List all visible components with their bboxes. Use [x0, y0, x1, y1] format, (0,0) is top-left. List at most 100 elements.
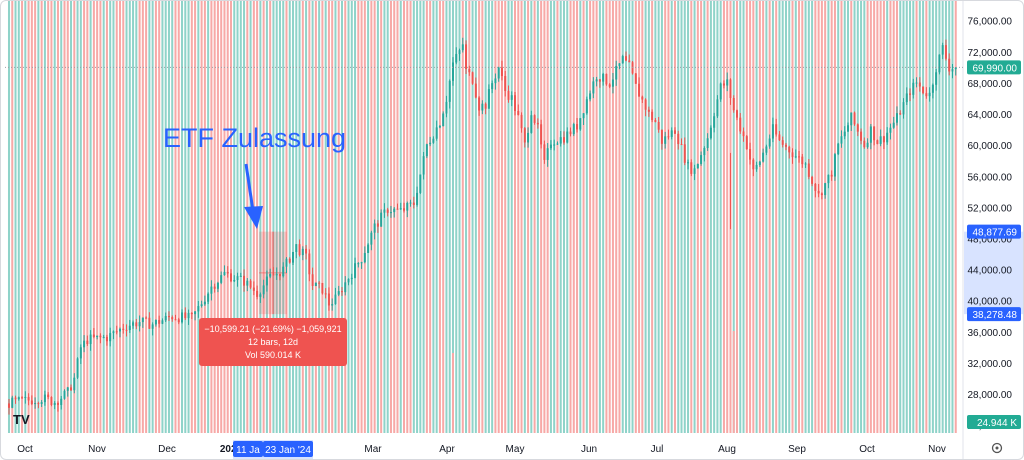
volume-bar [27, 1, 30, 433]
volume-bar [465, 1, 468, 433]
candle-body [778, 134, 781, 141]
volume-bar [856, 1, 859, 433]
tradingview-logo-icon: TV [13, 412, 30, 427]
price-tick-label: 36,000.00 [968, 328, 1013, 339]
volume-bar [288, 1, 291, 433]
settings-gear-icon[interactable] [991, 442, 1003, 454]
candle-body [347, 278, 350, 283]
candle-body [128, 325, 131, 331]
volume-bar [814, 1, 817, 433]
candle-body [654, 120, 657, 122]
volume-bar [846, 1, 850, 433]
candle-body [566, 131, 569, 143]
time-axis[interactable]: OctNovDec2024FebMarAprMayJunJulAugSepOct… [17, 441, 1003, 457]
volume-bar [76, 1, 79, 433]
volume-bar [99, 1, 102, 433]
candle-body [700, 155, 703, 164]
time-end-badge: 23 Jan '24 [263, 441, 313, 457]
time-tick-label: Nov [88, 444, 106, 455]
candle-body [948, 58, 951, 72]
volume-bar [811, 1, 814, 433]
volume-bar [824, 1, 827, 433]
volume-bar [784, 1, 787, 433]
volume-bar [775, 1, 778, 433]
candle-body [938, 54, 941, 73]
candle-body [523, 128, 526, 143]
overlays: −10,599.21 (−21.69%) −1,059,921 12 bars, … [5, 66, 963, 427]
candle-body [944, 45, 947, 59]
candle-body [265, 276, 268, 286]
candle-body [598, 79, 601, 82]
candle-body [889, 127, 892, 133]
candle-body [638, 83, 641, 97]
volume-bar [745, 1, 748, 433]
volume-bar [556, 1, 559, 433]
candle-body [403, 208, 406, 211]
volume-bar [902, 1, 905, 433]
volume-bar [190, 1, 193, 433]
volume-bar [484, 1, 487, 433]
volume-bar [624, 1, 628, 433]
volume-bar [181, 1, 184, 433]
price-axis[interactable]: 24,000.0028,000.0032,000.0036,000.0040,0… [967, 17, 1021, 433]
volume-bar [367, 1, 370, 433]
candle-body [481, 103, 484, 111]
volume-bar [892, 1, 895, 433]
volume-bar [735, 1, 739, 433]
candle-body [527, 132, 530, 143]
candle-body [768, 138, 771, 147]
candle-body [275, 273, 278, 276]
candle-body [765, 146, 768, 153]
candle-body [510, 95, 513, 100]
candle-body [301, 248, 304, 256]
volume-bar [794, 1, 797, 433]
volume-bar [468, 1, 471, 433]
volume-bar [432, 1, 435, 433]
candle-body [99, 335, 102, 338]
candle-body [918, 82, 921, 87]
volume-bar [272, 1, 275, 433]
volume-bar [677, 1, 680, 433]
candle-body [752, 159, 755, 170]
candle-body [928, 92, 931, 97]
candle-body [846, 125, 850, 132]
volume-bar [866, 1, 869, 433]
candle-body [216, 282, 219, 289]
volume-bar [693, 1, 696, 433]
candle-body [236, 276, 239, 281]
volume-bar [373, 1, 376, 433]
volume-bar [269, 1, 272, 433]
candle-body [732, 97, 735, 111]
volume-bar [298, 1, 301, 433]
candle-body [246, 280, 249, 286]
candle-body [533, 115, 536, 123]
volume-bar [327, 1, 330, 433]
candle-body [611, 79, 614, 87]
volume-bar [360, 1, 363, 433]
candle-body [278, 273, 281, 277]
volume-bar [576, 1, 579, 433]
volume-bar [128, 1, 131, 433]
volume-bar [292, 1, 295, 433]
candle-body [602, 73, 605, 82]
volume-bar [530, 1, 533, 433]
volume-bar [285, 1, 288, 433]
candle-body [435, 127, 438, 139]
candle-body [879, 136, 882, 144]
volume-bar [246, 1, 249, 433]
candle-body [272, 274, 275, 276]
volume-bar [817, 1, 820, 433]
candles [7, 37, 957, 415]
candle-body [716, 99, 719, 117]
candle-body [181, 312, 184, 323]
candle-body [585, 99, 588, 114]
candle-body [34, 403, 37, 405]
volume-bar [194, 1, 197, 433]
candle-body [807, 163, 810, 177]
candle-body [318, 282, 321, 284]
candle-body [14, 397, 17, 400]
candle-body [713, 116, 716, 128]
candle-body [223, 271, 226, 276]
